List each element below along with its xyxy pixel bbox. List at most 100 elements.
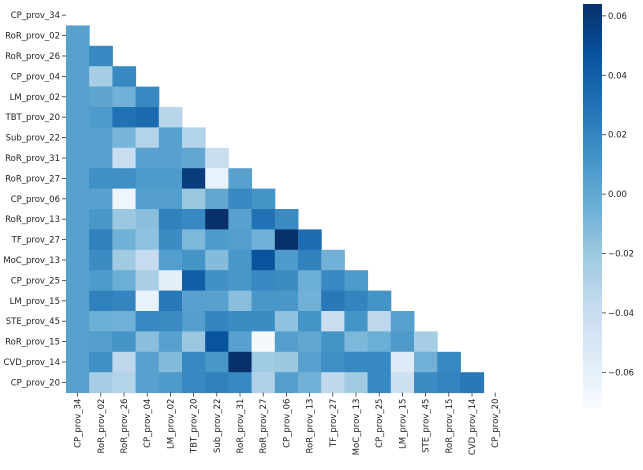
heatmap-cell <box>89 188 113 210</box>
x-tick-label: RoR_prov_02 <box>97 399 107 454</box>
heatmap-cell <box>182 270 206 292</box>
heatmap-cell <box>135 86 160 108</box>
heatmap-cell <box>135 107 160 128</box>
y-tick-label: LM_prov_15 <box>10 297 60 307</box>
heatmap-cell <box>344 311 369 332</box>
heatmap-cell <box>228 331 253 353</box>
heatmap-cell <box>112 351 137 373</box>
heatmap-cell <box>367 351 392 373</box>
heatmap-cell <box>228 168 253 190</box>
heatmap-cell <box>251 270 276 292</box>
heatmap-cell <box>66 270 90 292</box>
heatmap-cell <box>112 147 137 169</box>
heatmap-cell <box>321 331 345 353</box>
heatmap-cell <box>274 270 299 292</box>
heatmap-cell <box>158 290 183 312</box>
heatmap-cell <box>460 372 485 394</box>
heatmap-cell <box>66 86 90 108</box>
heatmap-cell <box>321 249 345 271</box>
heatmap-cell <box>344 270 369 292</box>
heatmap-cell <box>205 311 229 332</box>
heatmap-cell <box>66 45 90 67</box>
heatmap-cell <box>135 311 160 332</box>
heatmap-cell <box>344 372 369 394</box>
heatmap-cell <box>112 107 137 128</box>
heatmap-cell <box>135 209 160 230</box>
heatmap-cell <box>135 188 160 210</box>
heatmap-cell <box>414 331 438 353</box>
heatmap-cell <box>182 168 206 190</box>
y-tick-label: RoR_prov_27 <box>5 174 60 184</box>
heatmap-cell <box>367 311 392 332</box>
heatmap-cell <box>321 311 345 332</box>
y-tick-label: CP_prov_04 <box>11 72 60 82</box>
heatmap-cell <box>112 311 137 332</box>
x-tick-label: CP_prov_25 <box>375 399 385 448</box>
colorbar-tick-label: 0.06 <box>608 12 627 22</box>
heatmap-cell <box>158 372 183 394</box>
x-tick-label: RoR_prov_15 <box>445 399 455 454</box>
x-tick-label: CP_prov_04 <box>143 399 153 448</box>
heatmap-cell <box>158 351 183 373</box>
heatmap-cell <box>89 331 113 353</box>
y-tick-label: RoR_prov_26 <box>5 52 60 62</box>
heatmap-cell <box>135 168 160 190</box>
x-tick-label: LM_prov_15 <box>398 399 408 449</box>
heatmap-cell <box>228 209 253 230</box>
heatmap-cell <box>66 290 90 312</box>
colorbar-tick-label: −0.02 <box>608 250 634 260</box>
heatmap-cell <box>182 229 206 251</box>
heatmap-cell <box>66 311 90 332</box>
x-tick-label: STE_prov_45 <box>422 399 432 453</box>
heatmap-cell <box>344 290 369 312</box>
heatmap-cell <box>274 372 299 394</box>
heatmap-cell <box>274 331 299 353</box>
heatmap-cell <box>344 351 369 373</box>
heatmap-cell <box>89 45 113 67</box>
heatmap-cell <box>182 311 206 332</box>
heatmap-cell <box>66 147 90 169</box>
heatmap-cell <box>274 311 299 332</box>
y-tick-label: CP_prov_34 <box>11 11 60 21</box>
heatmap-cell <box>66 209 90 230</box>
x-tick-label: TBT_prov_20 <box>190 399 200 454</box>
heatmap-cell <box>298 290 322 312</box>
heatmap-cell <box>182 372 206 394</box>
heatmap-cell <box>89 249 113 271</box>
heatmap-cell <box>251 372 276 394</box>
heatmap-cell <box>158 331 183 353</box>
heatmap-cell <box>205 372 229 394</box>
heatmap-cell <box>112 249 137 271</box>
heatmap-cell <box>228 249 253 271</box>
heatmap-cell <box>135 127 160 149</box>
x-tick-label: CP_prov_20 <box>491 399 501 448</box>
heatmap-cell <box>89 86 113 108</box>
heatmap-cell <box>390 372 415 394</box>
x-tick-label: TF_prov_27 <box>329 399 339 448</box>
heatmap-cell <box>158 188 183 210</box>
heatmap-cell <box>205 270 229 292</box>
heatmap-cell <box>112 127 137 149</box>
y-tick-label: TF_prov_27 <box>11 236 60 246</box>
heatmap-cell <box>251 290 276 312</box>
heatmap-cell <box>66 249 90 271</box>
heatmap-cell <box>390 351 415 373</box>
heatmap-cell <box>228 311 253 332</box>
colorbar-tick-label: −0.06 <box>608 368 634 378</box>
y-axis-labels: CP_prov_34 RoR_prov_02 RoR_prov_26 CP_prov_… <box>3 11 66 388</box>
heatmap-cell <box>298 351 322 373</box>
heatmap-cell <box>158 270 183 292</box>
heatmap-cell <box>274 290 299 312</box>
y-tick-label: RoR_prov_15 <box>5 338 60 348</box>
heatmap-cell <box>321 270 345 292</box>
heatmap-cell <box>367 372 392 394</box>
y-tick-label: TBT_prov_20 <box>5 113 60 123</box>
heatmap-cell <box>251 209 276 230</box>
heatmap-cell <box>158 209 183 230</box>
heatmap-cell <box>89 209 113 230</box>
heatmap-cell <box>437 351 461 373</box>
heatmap-cell <box>205 331 229 353</box>
y-tick-label: LM_prov_02 <box>10 93 60 103</box>
heatmap-cell <box>89 66 113 88</box>
